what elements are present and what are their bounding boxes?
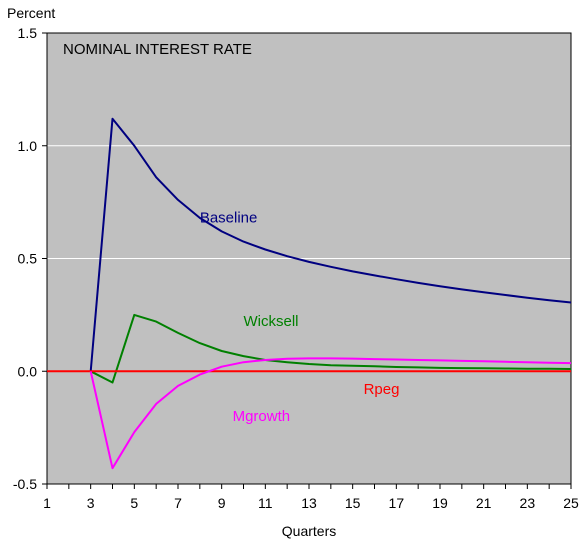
y-axis-label: Percent	[7, 5, 55, 21]
x-tick-label: 3	[87, 495, 95, 511]
chart-title: NOMINAL INTEREST RATE	[63, 41, 252, 58]
series-line-baseline	[89, 117, 572, 372]
series-line-mgrowth	[89, 357, 572, 470]
x-tick-label: 13	[301, 495, 317, 511]
x-tick-label: 5	[130, 495, 138, 511]
series-line-wicksell	[90, 313, 572, 384]
series-label-rpeg: Rpeg	[364, 381, 400, 398]
series-label-mgrowth: Mgrowth	[233, 408, 291, 425]
series-lines	[47, 117, 572, 470]
y-tick-label: 0.5	[18, 251, 38, 267]
x-tick-label: 1	[43, 495, 51, 511]
x-tick-label: 7	[174, 495, 182, 511]
y-tick-label: 0.0	[18, 363, 38, 379]
y-tick-label: 1.5	[18, 25, 38, 41]
series-label-baseline: Baseline	[200, 209, 258, 226]
axes: -0.50.00.51.01.51 3 5 7 9 11 13 15 17 19 21 23 25	[13, 25, 579, 511]
x-axis-label: Quarters	[282, 523, 336, 539]
series-label-wicksell: Wicksell	[244, 313, 299, 330]
x-tick-label: 21	[476, 495, 492, 511]
y-tick-label: 1.0	[18, 138, 38, 154]
x-tick-label: 9	[218, 495, 226, 511]
x-tick-label: 25	[563, 495, 579, 511]
x-tick-label: 23	[520, 495, 536, 511]
y-tick-label: -0.5	[13, 476, 37, 492]
x-tick-label: 15	[345, 495, 361, 511]
series-labels: Baseline Wicksell Rpeg Mgrowth	[200, 209, 400, 424]
x-tick-label: 19	[432, 495, 448, 511]
x-tick-label: 17	[389, 495, 405, 511]
x-tick-label: 11	[258, 495, 273, 511]
